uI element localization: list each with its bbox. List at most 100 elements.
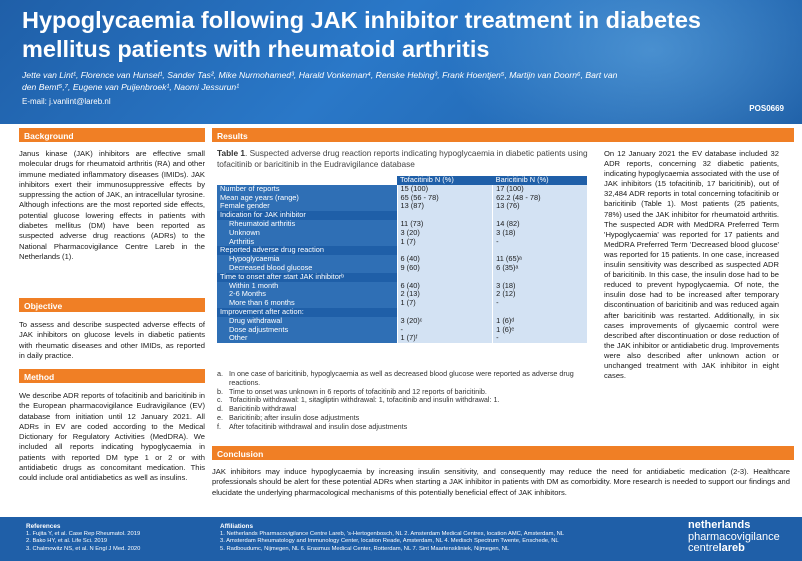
- table-row: Improvement after action:: [217, 307, 587, 317]
- affiliation-item: 5. Radboudumc, Nijmegen, NL 6. Erasmus M…: [220, 545, 510, 552]
- footer-bar: [0, 517, 802, 561]
- footnote-key: a.: [217, 369, 223, 378]
- logo-line-1: netherlands: [688, 519, 751, 531]
- reference-item: 2. Bako HY, et al. Life Sci. 2019: [26, 538, 108, 545]
- table-row: Time to onset after start JAK inhibitorᵇ: [217, 272, 587, 282]
- table-cell-baricitinib: -: [492, 237, 587, 247]
- table-row: Mean age years (range) 65 (56 - 78) 62.2 (…: [217, 193, 587, 203]
- table-row: Number of reports 15 (100) 17 (100): [217, 184, 587, 194]
- objective-heading: Objective: [19, 298, 205, 312]
- footnote-text: In one case of baricitinib, hypoglycaemi…: [229, 369, 574, 387]
- table-row: Indication for JAK inhibitor: [217, 210, 587, 220]
- table-cell-tofacitinib: 3 (20)ᶜ: [396, 316, 493, 326]
- table-cell-baricitinib: [492, 307, 587, 317]
- table-title-label: Table 1: [217, 148, 245, 158]
- logo-line-2: pharmacovigilance: [688, 530, 780, 543]
- footnote-key: b.: [217, 386, 223, 396]
- footnote-key: e.: [217, 412, 223, 422]
- table-row-label: Dose adjustments: [217, 325, 397, 335]
- table-header-row: Tofacitinib N (%) Baricitinib N (%): [217, 175, 587, 185]
- table-cell-tofacitinib: [396, 246, 493, 256]
- footnote-text: Time to onset was unknown in 6 reports o…: [229, 386, 487, 396]
- table-cell-baricitinib: [492, 211, 587, 220]
- lareb-logo: netherlands pharmacovigilance centrelare…: [688, 519, 798, 555]
- contact-email[interactable]: E-mail: j.vanlint@lareb.nl: [22, 97, 111, 106]
- references: References 1. Fujita Y, et al. Case Rep …: [26, 523, 216, 553]
- background-heading: Background: [19, 128, 205, 142]
- table-row: Arthritis 1 (7) -: [217, 237, 587, 247]
- table-row-label: Within 1 month: [217, 281, 397, 291]
- table-row: Rheumatoid arthritis 11 (73) 14 (82): [217, 219, 587, 229]
- table-row: Reported adverse drug reaction: [217, 246, 587, 256]
- table-row: Drug withdrawal 3 (20)ᶜ 1 (6)ᵈ: [217, 316, 587, 326]
- table-cell-tofacitinib: 1 (7)ᶠ: [396, 334, 493, 344]
- table-cell-baricitinib: 3 (18): [492, 281, 587, 291]
- table-cell-tofacitinib: [396, 211, 493, 220]
- table-cell-tofacitinib: 1 (7): [396, 298, 493, 308]
- table-body: Number of reports 15 (100) 17 (100) Mean ag…: [217, 184, 587, 344]
- table-row-label: Number of reports: [217, 184, 397, 194]
- logo-line-3: centrelareb: [688, 542, 798, 555]
- table-row: Decreased blood glucose 9 (60) 6 (35)ᵃ: [217, 263, 587, 273]
- objective-text: To assess and describe suspected adverse…: [19, 320, 205, 360]
- table-row-label: Female gender: [217, 202, 397, 212]
- table-row: Female gender 13 (87) 13 (76): [217, 202, 587, 212]
- footnote-text: Baricitinib; after insulin dose adjustme…: [229, 412, 360, 422]
- table-cell-baricitinib: 14 (82): [492, 219, 587, 229]
- table-cell-baricitinib: 6 (35)ᵃ: [492, 263, 587, 273]
- logo-line-3a: centre: [688, 542, 719, 554]
- table-row: Unknown 3 (20) 3 (18): [217, 228, 587, 238]
- table-cell-baricitinib: 1 (6)ᵉ: [492, 325, 587, 335]
- footnote-text: Tofacitinib withdrawal: 1, sitagliptin w…: [229, 395, 500, 405]
- table-cell-tofacitinib: 2 (13): [396, 290, 493, 300]
- footnote-item: d. Baricitinib withdrawal: [217, 404, 602, 414]
- table-row-label: Indication for JAK inhibitor: [217, 210, 397, 220]
- footnote-key: c.: [217, 395, 223, 405]
- results-heading: Results: [212, 128, 794, 142]
- table-row-label: Hypoglycaemia: [217, 254, 397, 264]
- references-heading: References: [26, 523, 61, 530]
- table-footnotes: a. In one case of baricitinib, hypoglycae…: [217, 369, 602, 432]
- footnote-item: c. Tofacitinib withdrawal: 1, sitagliptin…: [217, 396, 602, 405]
- table-row-label: Reported adverse drug reaction: [217, 246, 397, 256]
- poster-title: Hypoglycaemia following JAK inhibitor tr…: [22, 7, 701, 62]
- affiliation-item: 3. Amsterdam Rheumatology and Immunology…: [220, 538, 559, 545]
- footnote-item: e. Baricitinib; after insulin dose adjust…: [217, 412, 602, 423]
- table-cell-baricitinib: 2 (12): [492, 290, 587, 300]
- table-cell-baricitinib: -: [492, 334, 587, 344]
- table-cell-tofacitinib: 9 (60): [396, 263, 493, 273]
- table-cell-baricitinib: [492, 246, 587, 256]
- table-cell-tofacitinib: -: [396, 325, 493, 335]
- table-cell-tofacitinib: 3 (20): [396, 228, 493, 238]
- table-cell-tofacitinib: 65 (56 - 78): [396, 193, 493, 203]
- logo-line-3b: lareb: [718, 542, 745, 554]
- table-cell-baricitinib: [492, 272, 587, 282]
- table-row-label: Improvement after action:: [217, 307, 397, 317]
- table-cell-tofacitinib: 11 (73): [396, 219, 493, 229]
- affiliation-item: 1. Netherlands Pharmacovigilance Centre …: [220, 530, 565, 537]
- table-row: Dose adjustments -1 (6)ᵉ: [217, 325, 587, 335]
- footnote-text: Baricitinib withdrawal: [229, 404, 297, 414]
- footnote-item: a. In one case of baricitinib, hypoglycae…: [217, 369, 602, 388]
- method-heading: Method: [19, 369, 205, 383]
- conclusion-text: JAK inhibitors may induce hypoglycaemia …: [212, 467, 790, 497]
- table-cell-baricitinib: 17 (100): [492, 184, 587, 194]
- table-header-baricitinib: Baricitinib N (%): [492, 175, 587, 185]
- table-cell-baricitinib: -: [492, 298, 587, 308]
- table-row: 2-6 Months 2 (13) 2 (12): [217, 290, 587, 300]
- footnote-item: b. Time to onset was unknown in 6 reports…: [217, 386, 602, 397]
- background-text: Janus kinase (JAK) inhibitors are effect…: [19, 149, 205, 261]
- table-row-label: Arthritis: [217, 237, 397, 247]
- author-list: Jette van Lint¹, Florence van Hunsel¹, S…: [22, 70, 618, 92]
- table-header-tofacitinib: Tofacitinib N (%): [397, 175, 493, 185]
- table-cell-baricitinib: 3 (18): [492, 228, 587, 238]
- footnote-text: After tofacitinib withdrawal and insulin…: [229, 421, 408, 431]
- table-row-label: Other: [217, 334, 397, 344]
- table-row-label: More than 6 months: [217, 298, 397, 308]
- poster-code: POS0669: [749, 104, 784, 113]
- table-cell-baricitinib: 11 (65)ᵃ: [492, 254, 587, 264]
- table-row-label: 2-6 Months: [217, 290, 397, 300]
- table-title-text: . Suspected adverse drug reaction report…: [217, 148, 588, 169]
- table-cell-tofacitinib: 6 (40): [396, 281, 493, 291]
- footnote-item: f. After tofacitinib withdrawal and insul…: [217, 421, 602, 432]
